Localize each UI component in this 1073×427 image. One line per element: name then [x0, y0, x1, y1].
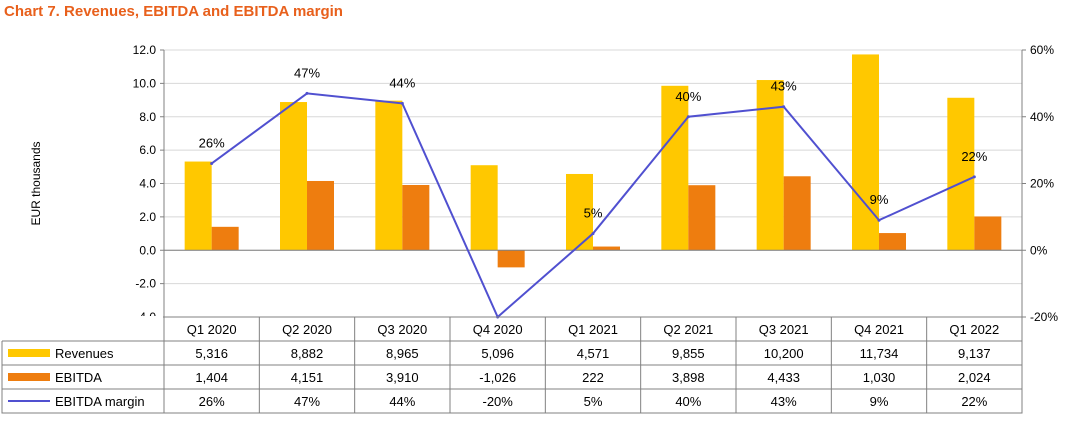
revenues-bar	[184, 161, 212, 251]
legend-label: EBITDA	[55, 370, 102, 385]
data-table-cell: 1,030	[863, 370, 896, 385]
revenues-bar	[280, 102, 307, 251]
x-tick-label: Q1 2020	[187, 322, 237, 337]
y-tick-label: 4.0	[139, 177, 156, 191]
ebitda-margin-point	[972, 175, 976, 179]
data-table-cell: 4,433	[767, 370, 800, 385]
x-tick-label: Q1 2021	[568, 322, 618, 337]
ebitda-margin-point	[305, 91, 309, 95]
y-tick-label: 10.0	[133, 76, 157, 90]
data-table-header-blank	[0, 316, 163, 341]
ebitda-bar	[974, 216, 1002, 251]
chart-title: Chart 7. Revenues, EBITDA and EBITDA mar…	[4, 3, 343, 20]
ebitda-margin-data-label: 47%	[294, 65, 320, 80]
ebitda-margin-data-label: 22%	[961, 149, 987, 164]
data-table-cell: 4,571	[577, 346, 610, 361]
data-table-cell: 2,024	[958, 370, 991, 385]
data-table-cell: 5,316	[195, 346, 228, 361]
data-table-cell: 4,151	[291, 370, 324, 385]
data-table-cell: 3,910	[386, 370, 419, 385]
ebitda-margin-data-label: 43%	[771, 79, 797, 94]
revenues-bar	[470, 165, 498, 251]
ebitda-bar	[211, 226, 239, 251]
ebitda-bar	[593, 246, 620, 251]
ebitda-bar	[688, 185, 716, 251]
x-tick-label: Q1 2022	[949, 322, 999, 337]
data-table-cell: 40%	[675, 394, 701, 409]
revenues-bar	[756, 80, 784, 251]
revenues-bar	[661, 85, 689, 251]
y-tick-label: 8.0	[139, 110, 156, 124]
y-axis-label: EUR thousands	[29, 141, 43, 225]
data-table-cell: 1,404	[195, 370, 228, 385]
ebitda-margin-data-label: 9%	[870, 192, 889, 207]
y2-tick-label: 20%	[1030, 177, 1054, 191]
data-table-cell: 9,137	[958, 346, 991, 361]
data-table-cell: 8,882	[291, 346, 324, 361]
data-table-cell: -1,026	[479, 370, 516, 385]
ebitda-bar	[307, 180, 334, 251]
legend-swatch-revenues	[8, 349, 50, 357]
y2-tick-label: 0%	[1030, 243, 1048, 257]
y-tick-label: 12.0	[133, 43, 157, 57]
ebitda-margin-point	[400, 101, 404, 105]
data-table-cell: 222	[582, 370, 604, 385]
data-table-cell: 8,965	[386, 346, 419, 361]
data-table-cell: 26%	[199, 394, 225, 409]
legend-swatch-ebitda	[8, 373, 50, 381]
ebitda-margin-point	[591, 232, 595, 236]
ebitda-margin-point	[210, 161, 214, 165]
data-table-cell: 9%	[870, 394, 889, 409]
ebitda-bar	[402, 185, 430, 251]
ebitda-bar	[497, 250, 525, 268]
x-tick-label: Q2 2020	[282, 322, 332, 337]
y-tick-label: -2.0	[135, 277, 156, 291]
ebitda-margin-point	[782, 105, 786, 109]
data-table-cell: 43%	[771, 394, 797, 409]
data-table-cell: 5%	[584, 394, 603, 409]
data-table-cell: 47%	[294, 394, 320, 409]
x-tick-label: Q2 2021	[663, 322, 713, 337]
ebitda-bar	[783, 176, 811, 251]
x-tick-label: Q4 2021	[854, 322, 904, 337]
y-tick-label: 6.0	[139, 143, 156, 157]
y-tick-label: 0.0	[139, 243, 156, 257]
legend-label: EBITDA margin	[55, 394, 145, 409]
data-table-cell: 5,096	[481, 346, 514, 361]
x-tick-label: Q3 2020	[377, 322, 427, 337]
x-tick-label: Q4 2020	[473, 322, 523, 337]
y2-tick-label: 40%	[1030, 110, 1054, 124]
data-table-cell: 9,855	[672, 346, 705, 361]
data-table-cell: 44%	[389, 394, 415, 409]
legend-label: Revenues	[55, 346, 114, 361]
data-table-cell: 10,200	[764, 346, 804, 361]
ebitda-margin-point	[877, 218, 881, 222]
data-table-cell: 11,734	[860, 346, 899, 361]
ebitda-bar	[879, 233, 906, 251]
revenues-bar	[947, 97, 975, 251]
data-table-cell: 3,898	[672, 370, 705, 385]
y2-tick-label: 60%	[1030, 43, 1054, 57]
ebitda-margin-data-label: 44%	[389, 75, 415, 90]
ebitda-margin-point	[686, 115, 690, 119]
revenues-bar	[375, 100, 403, 251]
revenues-bar	[852, 54, 879, 251]
ebitda-margin-data-label: 26%	[199, 135, 225, 150]
data-table-cell: 22%	[961, 394, 987, 409]
x-tick-label: Q3 2021	[759, 322, 809, 337]
y-tick-label: 2.0	[139, 210, 156, 224]
y2-tick-label: -20%	[1030, 310, 1058, 324]
ebitda-margin-data-label: 40%	[675, 89, 701, 104]
data-table-cell: -20%	[482, 394, 513, 409]
ebitda-margin-data-label: 5%	[584, 206, 603, 221]
